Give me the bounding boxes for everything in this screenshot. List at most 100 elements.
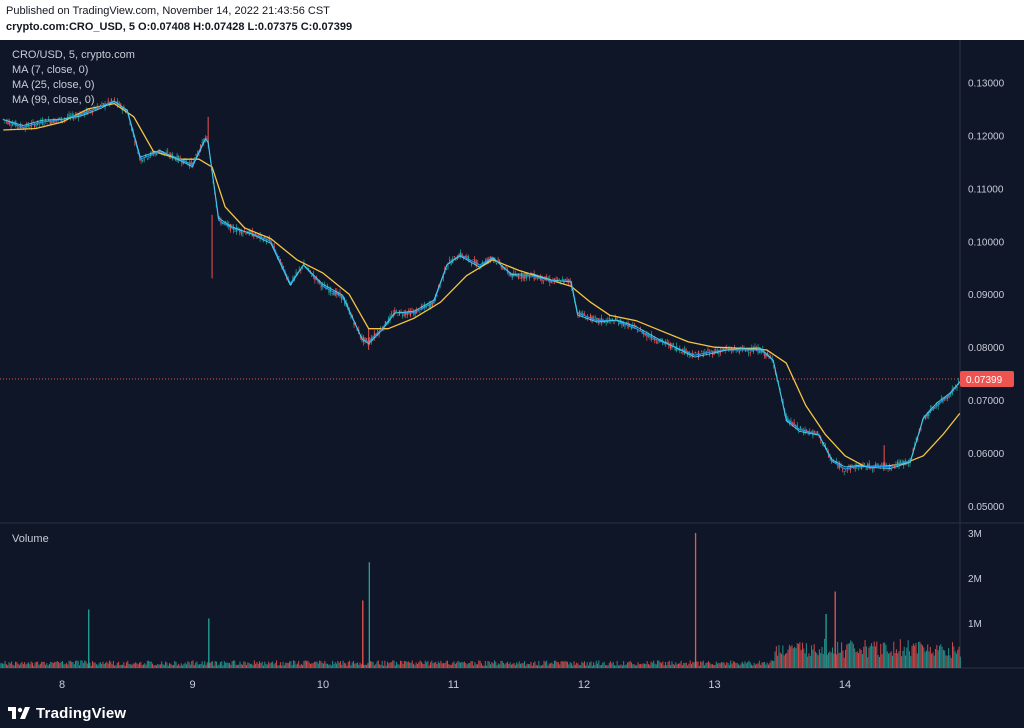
volume-bar xyxy=(557,662,559,668)
legend-title[interactable]: CRO/USD, 5, crypto.com xyxy=(12,49,135,61)
candle-body xyxy=(405,312,407,315)
volume-bar xyxy=(846,644,848,668)
legend-ma-99[interactable]: MA (99, close, 0) xyxy=(12,94,95,106)
volume-bar xyxy=(247,662,249,668)
candle-body xyxy=(594,317,596,319)
volume-bar xyxy=(918,641,920,668)
volume-bar xyxy=(711,664,713,668)
volume-bar xyxy=(527,664,529,668)
volume-bar xyxy=(99,661,101,668)
candle-body xyxy=(654,338,656,341)
volume-bar xyxy=(281,665,283,668)
volume-bar xyxy=(882,642,884,668)
volume-bar xyxy=(125,662,127,668)
volume-bar xyxy=(478,660,480,668)
candle-body xyxy=(555,278,557,280)
legend-ma-25[interactable]: MA (25, close, 0) xyxy=(12,79,95,91)
volume-bar xyxy=(642,663,644,668)
volume-bar xyxy=(414,665,416,668)
volume-bar xyxy=(392,660,394,668)
volume-bar xyxy=(689,660,691,668)
volume-bar xyxy=(7,665,9,668)
volume-bar xyxy=(717,663,719,668)
volume-bar xyxy=(276,660,278,668)
candle-body xyxy=(419,311,421,313)
volume-bar xyxy=(707,661,709,668)
volume-bar xyxy=(446,660,448,668)
volume-bar xyxy=(788,644,790,668)
candle-body xyxy=(470,263,473,265)
volume-bar xyxy=(73,664,75,668)
volume-bar xyxy=(253,660,255,668)
volume-bar xyxy=(564,660,566,668)
volume-bar xyxy=(744,661,746,668)
volume-bar xyxy=(847,643,849,668)
volume-bar xyxy=(495,661,497,668)
candle-body xyxy=(657,342,659,344)
volume-bar xyxy=(342,660,344,668)
candle-body xyxy=(85,109,87,114)
volume-bar xyxy=(877,654,879,668)
candle-body xyxy=(257,234,260,236)
volume-bar xyxy=(538,661,540,668)
volume-bar xyxy=(808,653,810,668)
volume-bar xyxy=(740,663,742,668)
volume-bar xyxy=(484,660,486,668)
volume-bar xyxy=(852,643,854,668)
candle-body xyxy=(46,123,48,125)
volume-bar xyxy=(835,654,837,668)
volume-bar xyxy=(811,645,813,668)
volume-bar xyxy=(238,664,240,668)
volume-bar xyxy=(90,665,92,668)
candle-body xyxy=(37,120,39,125)
candle-body xyxy=(899,460,902,463)
price-chart[interactable]: 0.13000 0.12000 0.11000 0.10000 0.09000 0.080… xyxy=(0,0,1024,698)
volume-bar xyxy=(518,661,520,668)
candle-body xyxy=(282,266,285,268)
volume-bar xyxy=(510,664,512,668)
candle-body xyxy=(29,126,31,128)
volume-bar xyxy=(315,661,317,668)
candle-body xyxy=(535,278,537,280)
volume-bar xyxy=(923,647,925,668)
volume-bar xyxy=(259,661,261,668)
volume-bar xyxy=(209,663,211,668)
legend-ma-7[interactable]: MA (7, close, 0) xyxy=(12,64,89,76)
volume-bar xyxy=(589,662,591,668)
volume-bar xyxy=(420,661,422,668)
volume-bar xyxy=(248,662,250,668)
candle-body xyxy=(148,156,150,159)
volume-bar xyxy=(841,642,843,668)
candle-body xyxy=(242,232,244,234)
volume-bar xyxy=(674,664,676,668)
volume-bar xyxy=(724,664,726,668)
volume-bar xyxy=(452,662,454,668)
footer-bar: TradingView xyxy=(0,698,1024,728)
volume-bar xyxy=(353,660,355,668)
volume-bar xyxy=(116,662,118,668)
volume-bar xyxy=(309,664,311,668)
volume-bar xyxy=(698,665,700,668)
volume-bar xyxy=(234,660,236,668)
volume-bar xyxy=(743,663,745,668)
volume-bar xyxy=(559,664,561,668)
volume-bar xyxy=(824,638,826,668)
volume-bar xyxy=(206,662,208,668)
volume-bar xyxy=(731,663,733,668)
volume-bar xyxy=(516,662,518,668)
volume-bar xyxy=(133,663,135,668)
volume-bar xyxy=(475,664,477,668)
volume-bar xyxy=(727,662,729,668)
volume-bar xyxy=(952,642,954,668)
volume-bar xyxy=(753,662,755,668)
candle-body xyxy=(748,352,750,354)
candle-body xyxy=(250,230,252,233)
candle-body xyxy=(240,229,242,234)
price-tick-label: 0.06000 xyxy=(968,449,1005,460)
candle-body xyxy=(467,256,469,260)
volume-bar xyxy=(488,661,490,668)
candle-body xyxy=(896,461,899,466)
volume-bar xyxy=(355,663,357,668)
chart-area[interactable] xyxy=(0,40,1024,698)
volume-pane-label[interactable]: Volume xyxy=(12,533,49,545)
